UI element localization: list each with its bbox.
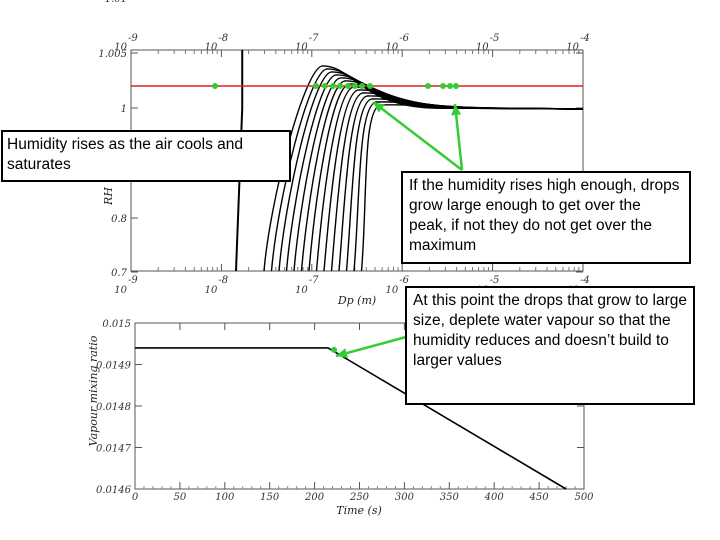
rh-x-tick-label: 10 [385, 285, 398, 296]
rh-x-tick-exponent-top: -6 [399, 33, 409, 44]
rh-crossing-marker [313, 83, 319, 89]
callout-humidity-rises: Humidity rises as the air cools and satu… [1, 130, 291, 182]
vapour-y-tick-label: 0.0149 [96, 361, 132, 372]
arrow-to-peak-head [373, 102, 385, 113]
vapour-axis-ticks: 0 50 100 150 200 250 300 350 400 450 500 0.015 0.014… [96, 319, 594, 503]
rh-x-tick-label-top: 10 [205, 42, 218, 53]
vapour-x-tick-label: 350 [440, 492, 460, 503]
rh-x-tick-label-top: 10 [114, 42, 127, 53]
rh-crossing-marker [447, 83, 453, 89]
vapour-series-line [135, 347, 567, 490]
vapour-y-tick-label: 0.0147 [96, 444, 132, 455]
vapour-x-axis-label: Time (s) [336, 504, 382, 517]
rh-x-tick-exponent: -9 [128, 275, 138, 286]
vapour-x-tick-label: 450 [529, 492, 550, 503]
vapour-y-axis-label: Vapour mixing ratio [87, 335, 100, 446]
vapour-x-tick-label: 0 [132, 492, 139, 503]
vapour-x-tick-label: 400 [484, 492, 505, 503]
rh-x-tick-exponent-top: -9 [128, 33, 138, 44]
arrow-to-turnover [335, 335, 407, 358]
callout-vapour-depletion: At this point the drops that grow to lar… [405, 286, 695, 405]
rh-x-tick-label-top: 10 [476, 42, 489, 53]
rh-y-tick-label: 0.7 [111, 268, 128, 279]
rh-crossing-marker [330, 83, 336, 89]
vapour-turnover-marker [331, 346, 338, 353]
rh-y-tick-label: 1.005 [98, 49, 127, 60]
rh-y-tick-label: 1.01 [105, 0, 127, 5]
rh-x-tick-label: 10 [295, 285, 308, 296]
rh-x-tick-exponent-top: -5 [490, 33, 500, 44]
rh-x-tick-exponent: -6 [399, 275, 409, 286]
rh-x-tick-exponent: -5 [490, 275, 500, 286]
rh-x-tick-exponent-top: -4 [580, 33, 590, 44]
rh-crossing-marker [425, 83, 431, 89]
vapour-x-tick-label: 100 [215, 492, 235, 503]
vapour-x-tick-label: 50 [174, 492, 187, 503]
vapour-y-tick-label: 0.0148 [96, 402, 131, 413]
rh-y-axis-label: RH [102, 187, 115, 206]
vapour-x-tick-label: 500 [574, 492, 594, 503]
rh-markers [212, 83, 459, 89]
rh-crossing-marker [322, 83, 328, 89]
rh-x-tick-exponent: -7 [309, 275, 319, 286]
arrow-to-crossing [453, 103, 464, 171]
vapour-y-tick-label: 0.015 [102, 319, 131, 330]
rh-crossing-marker [337, 83, 343, 89]
callout-arrows [335, 101, 464, 358]
rh-x-tick-exponent-top: -7 [309, 33, 319, 44]
rh-y-tick-label: 0.8 [111, 214, 127, 225]
rh-crossing-marker [367, 83, 373, 89]
rh-x-tick-exponent: -4 [580, 275, 590, 286]
arrow-to-peak [372, 101, 463, 171]
rh-crossing-marker [345, 83, 351, 89]
vapour-plot: 0 50 100 150 200 250 300 350 400 450 500 0.015 0.014… [87, 319, 594, 517]
rh-plot: 10-910-910-810-810-710-710-610-610-510-5… [98, 0, 589, 307]
rh-x-tick-label-top: 10 [566, 42, 579, 53]
rh-crossing-marker [453, 83, 459, 89]
vapour-x-tick-label: 150 [260, 492, 280, 503]
rh-crossing-marker [359, 83, 365, 89]
vapour-x-tick-label: 250 [349, 492, 370, 503]
rh-crossing-marker [212, 83, 218, 89]
rh-y-tick-label: 1 [121, 104, 127, 115]
rh-x-axis-label: Dp (m) [337, 294, 376, 307]
vapour-x-tick-label: 300 [395, 492, 415, 503]
arrow-to-turnover-head [336, 348, 348, 358]
rh-x-tick-exponent-top: -8 [218, 33, 228, 44]
arrow-to-crossing-head [451, 104, 462, 116]
rh-x-tick-label: 10 [205, 285, 218, 296]
rh-x-tick-exponent: -8 [218, 275, 228, 286]
callout-drops-grow: If the humidity rises high enough, drops… [401, 171, 691, 264]
rh-crossing-marker [352, 83, 358, 89]
rh-x-tick-label-top: 10 [385, 42, 398, 53]
rh-crossing-marker [440, 83, 446, 89]
vapour-x-tick-label: 200 [304, 492, 325, 503]
rh-x-tick-label-top: 10 [295, 42, 308, 53]
rh-x-tick-label: 10 [114, 285, 127, 296]
vapour-y-tick-label: 0.0146 [96, 485, 132, 496]
